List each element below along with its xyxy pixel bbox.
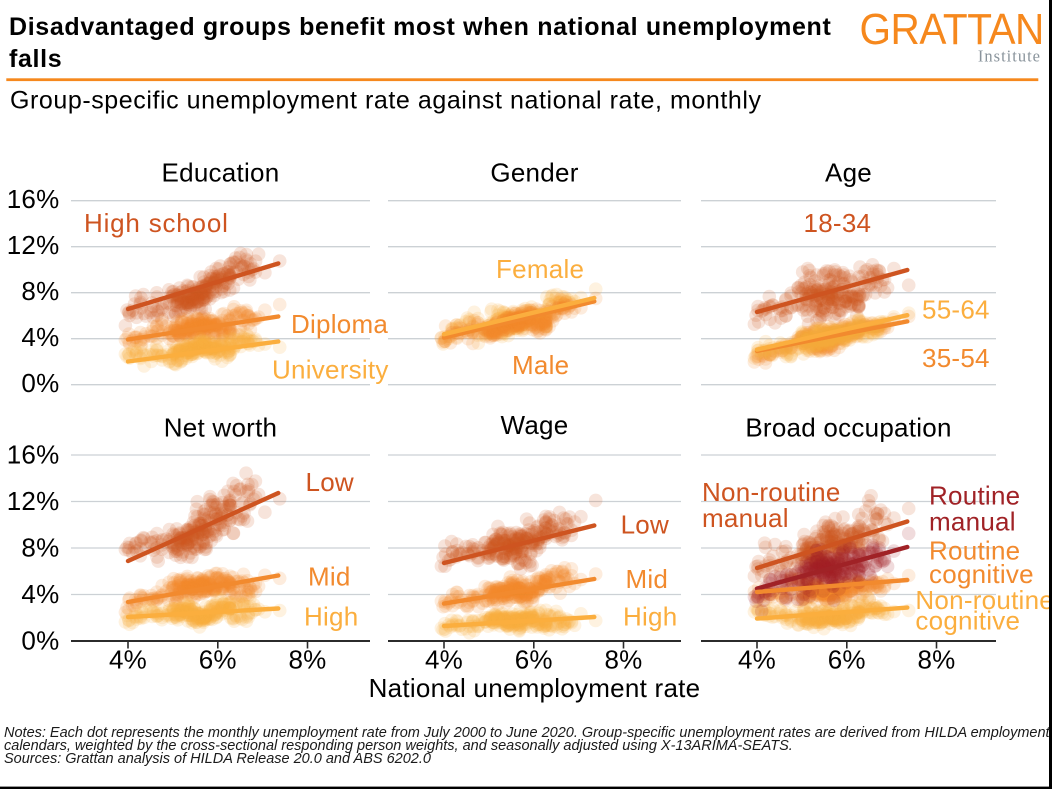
svg-text:University: University [272, 355, 389, 385]
svg-text:manual: manual [702, 503, 789, 533]
svg-text:4%: 4% [21, 322, 59, 352]
svg-text:Education: Education [162, 158, 280, 188]
svg-text:Male: Male [512, 350, 569, 380]
svg-text:6%: 6% [199, 645, 237, 675]
svg-text:Diploma: Diploma [291, 309, 388, 339]
svg-text:Broad occupation: Broad occupation [745, 413, 951, 443]
svg-text:High school: High school [84, 208, 229, 238]
svg-text:55-64: 55-64 [922, 295, 990, 325]
svg-text:0%: 0% [21, 368, 59, 398]
svg-text:0%: 0% [21, 625, 59, 655]
svg-text:8%: 8% [21, 276, 59, 306]
svg-text:falls: falls [9, 45, 62, 73]
svg-text:Net worth: Net worth [164, 413, 278, 443]
svg-text:6%: 6% [828, 645, 866, 675]
svg-text:8%: 8% [604, 645, 642, 675]
svg-text:12%: 12% [7, 230, 60, 260]
svg-text:manual: manual [929, 507, 1016, 537]
svg-text:4%: 4% [738, 645, 776, 675]
svg-text:Disadvantaged groups benefit m: Disadvantaged groups benefit most when n… [9, 13, 831, 41]
svg-text:Age: Age [825, 158, 872, 188]
svg-text:4%: 4% [21, 579, 59, 609]
svg-text:Group-specific unemployment ra: Group-specific unemployment rate against… [10, 87, 762, 115]
svg-text:High: High [304, 602, 358, 632]
svg-text:Mid: Mid [626, 564, 669, 594]
svg-text:16%: 16% [7, 184, 60, 214]
svg-text:4%: 4% [425, 645, 463, 675]
svg-text:12%: 12% [7, 486, 60, 516]
svg-text:Female: Female [496, 254, 584, 284]
svg-text:16%: 16% [7, 439, 60, 469]
svg-text:4%: 4% [109, 645, 147, 675]
svg-text:High: High [623, 601, 677, 631]
svg-text:Low: Low [621, 510, 669, 540]
svg-text:8%: 8% [917, 645, 955, 675]
svg-text:Gender: Gender [490, 158, 578, 188]
svg-text:National unemployment rate: National unemployment rate [369, 673, 701, 703]
svg-text:18-34: 18-34 [804, 208, 872, 238]
svg-text:8%: 8% [288, 645, 326, 675]
svg-text:Wage: Wage [501, 410, 569, 440]
svg-text:Institute: Institute [978, 47, 1041, 66]
svg-text:6%: 6% [515, 645, 553, 675]
svg-text:cognitive: cognitive [915, 605, 1020, 635]
svg-text:8%: 8% [21, 532, 59, 562]
svg-text:Low: Low [306, 467, 354, 497]
svg-text:Mid: Mid [308, 561, 351, 591]
svg-text:35-54: 35-54 [922, 343, 990, 373]
